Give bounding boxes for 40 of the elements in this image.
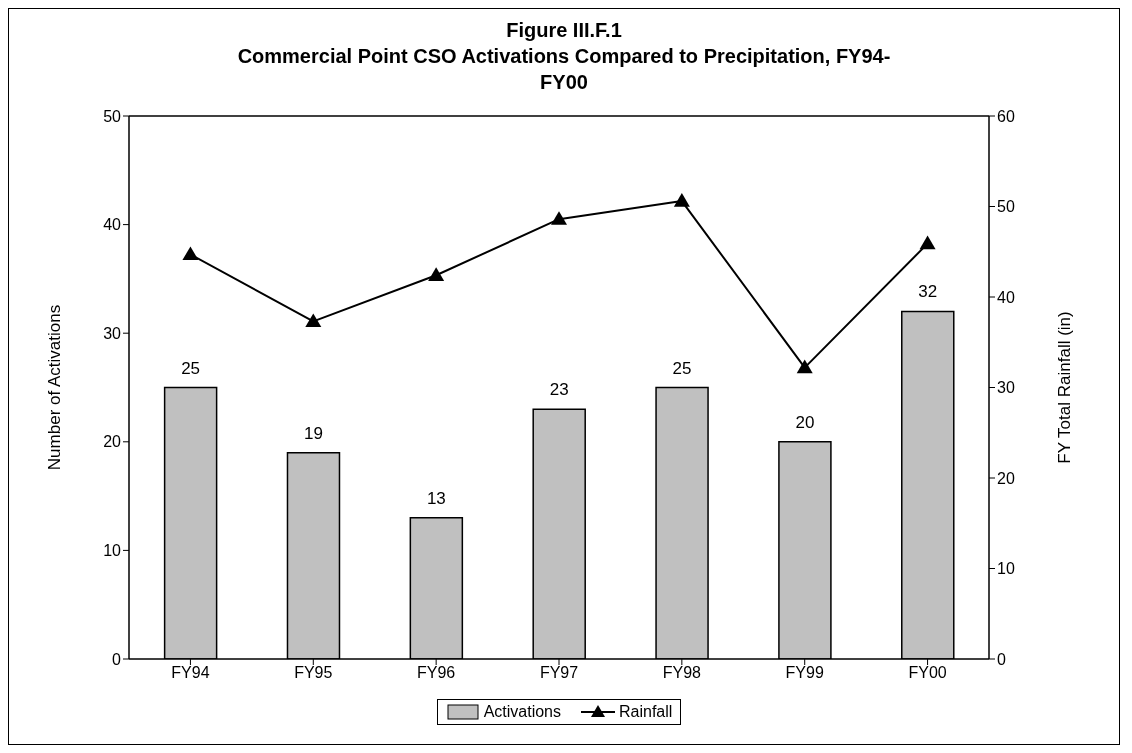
y2-tick-label: 0 (997, 650, 1006, 668)
point (673, 193, 690, 207)
point (428, 267, 445, 281)
chart-subtitle: Commercial Point CSO Activations Compared to Precipitation, FY94-FY00 (236, 44, 892, 95)
x-tick-label: FY96 (417, 664, 456, 682)
point (305, 313, 322, 328)
data-label: 19 (304, 423, 323, 443)
point (182, 246, 199, 261)
y-tick-label: 30 (103, 324, 122, 342)
y-axis-title: Number of Activations (45, 304, 65, 471)
x-tick-label: FY99 (785, 664, 824, 682)
y-tick-label: 40 (103, 216, 122, 234)
x-tick-label: FY00 (908, 664, 947, 682)
y2-axis-title: FY Total Rainfall (in) (1055, 311, 1075, 464)
x-tick-label: FY95 (294, 664, 333, 682)
y2-tick-label: 60 (997, 107, 1015, 125)
legend-label: Activations (482, 703, 561, 721)
y2-tick-label: 20 (997, 469, 1015, 487)
y2-tick-label: 50 (997, 198, 1015, 216)
point (919, 235, 936, 250)
data-label: 25 (181, 358, 201, 378)
data-label: 23 (549, 380, 569, 400)
chart-title: Figure III.F.1 (505, 18, 623, 43)
y-tick-label: 50 (103, 107, 122, 125)
y-tick-label: 10 (103, 542, 122, 560)
legend-label: Rainfall (618, 703, 673, 721)
y-tick-label: 20 (103, 433, 122, 451)
x-tick-label: FY97 (539, 664, 579, 682)
point (551, 211, 567, 225)
y2-tick-label: 10 (997, 560, 1015, 578)
point (796, 359, 813, 374)
data-label: 32 (918, 282, 938, 302)
data-label: 20 (795, 412, 815, 432)
data-label: 25 (672, 358, 692, 378)
y2-tick-label: 40 (997, 288, 1015, 306)
y-tick-label: 0 (112, 650, 122, 668)
x-tick-label: FY94 (171, 664, 210, 682)
y2-tick-label: 30 (997, 379, 1015, 397)
data-label: 13 (426, 488, 446, 508)
x-tick-label: FY98 (662, 664, 702, 682)
